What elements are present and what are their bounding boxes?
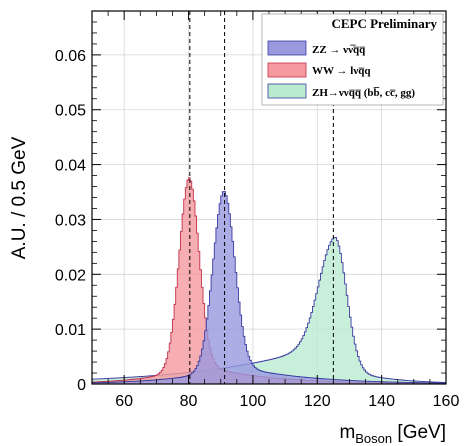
x-axis-label-main: m: [339, 422, 355, 443]
legend-label-zh: ZH→ννq̅q̅ (bb̅, cc̅, gg): [312, 87, 415, 99]
legend-label-zz: ZZ → νν̅q̅q̅: [312, 44, 366, 56]
x-axis-label-sub: Boson: [355, 431, 392, 446]
legend-swatch-ww: [267, 62, 307, 78]
y-axis-label: A.U. / 0.5 GeV: [9, 136, 30, 259]
x-axis-label: mBoson [GeV]: [339, 422, 446, 446]
y-tick-label-1: 0.01: [55, 322, 86, 339]
x-axis-label-unit: [GeV]: [392, 422, 446, 443]
series-2-histogram: [92, 191, 446, 384]
y-tick-label-4: 0.04: [55, 158, 86, 175]
x-tick-label-1: 80: [180, 393, 198, 410]
legend-label-ww: WW → lνq̅q: [312, 65, 371, 77]
reference-lines: [189, 11, 334, 384]
x-tick-label-5: 160: [433, 393, 460, 410]
x-tick-label-2: 100: [240, 393, 267, 410]
x-tick-label-0: 60: [115, 393, 133, 410]
y-tick-label-5: 0.05: [55, 103, 86, 120]
legend-swatch-zh: [267, 83, 307, 99]
axis-ticks: 60 80 100 120 140 160 0 0.01 0.02 0.03 0.04 0.05 0.0…: [55, 10, 460, 410]
x-tick-label-3: 120: [304, 393, 331, 410]
y-tick-label-0: 0: [77, 377, 86, 394]
legend-title: CEPC Preliminary: [331, 16, 437, 31]
legend: CEPC Preliminary ZZ → νν̅q̅q̅ WW → lνq̅q…: [261, 13, 444, 106]
y-tick-label-6: 0.06: [55, 48, 86, 65]
series-0-histogram: [92, 237, 446, 384]
y-tick-label-3: 0.03: [55, 212, 86, 229]
legend-swatch-zz: [267, 40, 307, 56]
y-tick-label-2: 0.02: [55, 267, 86, 284]
series-fills: [92, 177, 446, 384]
x-tick-label-4: 140: [368, 393, 395, 410]
